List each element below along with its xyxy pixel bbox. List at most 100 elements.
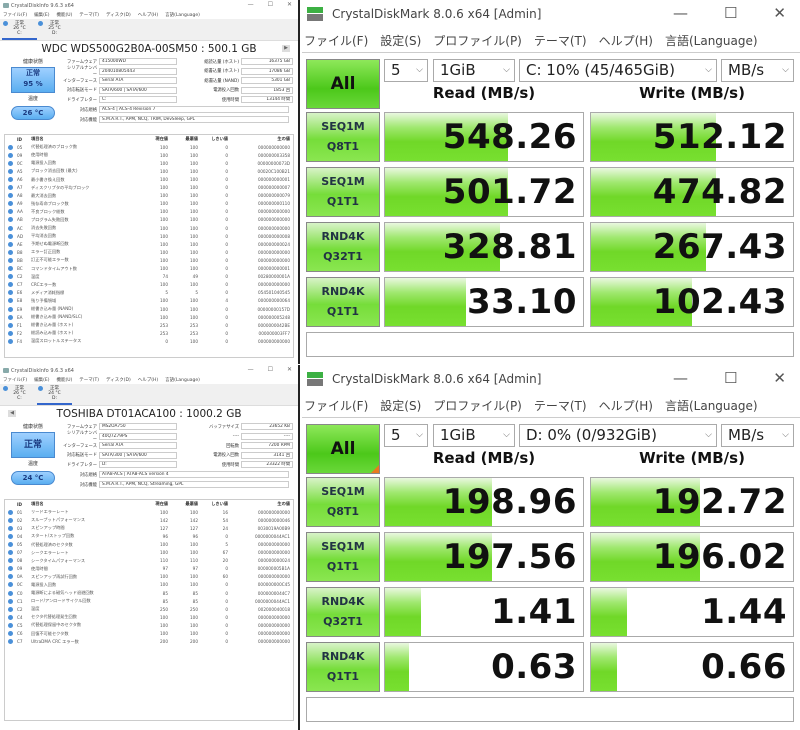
unit-select[interactable]: MB/s ⌵ [721, 424, 794, 447]
table-row[interactable]: 04 スタート/ストップ回数 96 96 0 0000000044AC1 [5, 532, 293, 540]
test-button-rnd4k-q32t1[interactable]: RND4K Q32T1 [306, 222, 380, 272]
close-button[interactable]: ✕ [773, 369, 786, 387]
column-header[interactable]: ID [17, 136, 23, 142]
menu-item[interactable]: テーマ(T) [533, 33, 587, 48]
table-row[interactable]: C0 電源断による磁気ヘッド退避回数 85 85 0 0000000044C7 [5, 589, 293, 597]
menu-item[interactable]: ヘルプ(H) [137, 378, 159, 383]
menu-item[interactable]: テーマ(T) [79, 378, 100, 383]
table-row[interactable]: A5 ブロック消去回数 (最大) 100 100 0 00020C100B21 [5, 167, 293, 175]
table-row[interactable]: C1 ロード/アンロードサイクル回数 85 85 0 0000000044AC1 [5, 597, 293, 605]
table-row[interactable]: 05 代替処理済のセクタ数 100 100 5 000000000000 [5, 540, 293, 548]
menu-item[interactable]: 言語(Language) [664, 33, 758, 48]
table-row[interactable]: C6 回復不可能セクタ数 100 100 0 000000000000 [5, 630, 293, 638]
table-row[interactable]: 08 シークタイムパフォーマンス 110 110 20 000000000024 [5, 557, 293, 565]
table-row[interactable]: 07 シークエラーレート 100 100 67 000000000000 [5, 549, 293, 557]
comment-input[interactable] [306, 332, 794, 357]
test-button-seq1m-q8t1[interactable]: SEQ1M Q8T1 [306, 112, 380, 162]
disk-tab[interactable]: 正常 25 °C D: [37, 19, 72, 40]
test-size-select[interactable]: 1GiB ⌵ [433, 424, 515, 447]
table-row[interactable]: B8 エラー訂正回数 100 100 0 000000000000 [5, 248, 293, 256]
table-row[interactable]: EA 総書き込み量 (NAND/SLC) 100 100 0 000000005248 [5, 313, 293, 321]
minimize-button[interactable]: — [672, 4, 688, 22]
test-button-rnd4k-q1t1[interactable]: RND4K Q1T1 [306, 277, 380, 327]
menu-item[interactable]: 言語(Language) [165, 378, 200, 383]
menu-item[interactable]: ディスク(D) [106, 13, 131, 18]
maximize-button[interactable]: ☐ [267, 366, 273, 373]
prev-disk-button[interactable]: ◀ [8, 410, 16, 417]
table-row[interactable]: A8 最大消去回数 100 100 0 000000000079 [5, 192, 293, 200]
test-button-rnd4k-q1t1[interactable]: RND4K Q1T1 [306, 642, 380, 692]
menu-item[interactable]: 言語(Language) [664, 398, 758, 413]
table-row[interactable]: AD 平均消去回数 100 100 0 000000000008 [5, 232, 293, 240]
test-button-seq1m-q8t1[interactable]: SEQ1M Q8T1 [306, 477, 380, 527]
smart-table[interactable]: ID 項目名 現在値 最悪値 しきい値 生の値 05 代替処理済のブロック数 100 100 0 00… [4, 134, 294, 358]
minimize-button[interactable]: — [247, 366, 254, 373]
column-header[interactable]: しきい値 [211, 136, 228, 142]
menu-item[interactable]: ファイル(F) [3, 13, 28, 18]
menu-item[interactable]: 言語(Language) [165, 13, 200, 18]
next-disk-button[interactable]: ▶ [282, 45, 290, 52]
column-header[interactable]: 生の値 [277, 501, 290, 507]
menu-item[interactable]: テーマ(T) [79, 13, 100, 18]
table-row[interactable]: C2 温度 74 49 0 00280000001A [5, 273, 293, 281]
column-header[interactable]: 生の値 [277, 136, 290, 142]
table-row[interactable]: A9 残存寿命ブロック数 100 100 0 000000000110 [5, 200, 293, 208]
maximize-button[interactable]: ☐ [267, 1, 273, 8]
table-row[interactable]: BB 訂正不可能エラー数 100 100 0 000000000000 [5, 256, 293, 264]
menu-item[interactable]: 編集(E) [34, 378, 50, 383]
table-row[interactable]: 0A スピンアップ再試行回数 100 100 60 000000000000 [5, 573, 293, 581]
table-row[interactable]: C7 CRCエラー数 100 100 0 000000000000 [5, 281, 293, 289]
table-row[interactable]: BC コマンドタイムアウト数 100 100 0 000000000001 [5, 265, 293, 273]
disk-tab[interactable]: 正常 26 °C C: [2, 384, 37, 405]
close-button[interactable]: ✕ [286, 1, 292, 8]
menu-item[interactable]: ファイル(F) [304, 33, 369, 48]
health-status-badge[interactable]: 正常 95 % [11, 67, 55, 93]
table-row[interactable]: 0C 電源投入回数 100 100 0 000000000C45 [5, 581, 293, 589]
menu-item[interactable]: 設定(S) [380, 33, 422, 48]
menu-item[interactable]: 機能(U) [56, 13, 73, 18]
disk-tab[interactable]: 正常 24 °C D: [37, 384, 72, 405]
column-header[interactable]: 最悪値 [185, 501, 198, 507]
table-row[interactable]: E9 総書き込み量 (NAND) 100 100 0 00000000157D [5, 305, 293, 313]
menu-item[interactable]: テーマ(T) [533, 398, 587, 413]
menu-item[interactable]: ヘルプ(H) [598, 33, 653, 48]
minimize-button[interactable]: — [247, 1, 254, 8]
table-row[interactable]: AA 不良ブロック総数 100 100 0 000000000000 [5, 208, 293, 216]
drive-select[interactable]: C: 10% (45/465GiB) ⌵ [519, 59, 717, 82]
table-row[interactable]: AB プログラム失敗回数 100 100 0 000000000000 [5, 216, 293, 224]
table-row[interactable]: 01 リードエラーレート 100 100 16 000000000000 [5, 508, 293, 516]
column-header[interactable]: ID [17, 501, 23, 507]
table-row[interactable]: E8 残り予備領域 100 100 4 000000000064 [5, 297, 293, 305]
menu-item[interactable]: ディスク(D) [106, 378, 131, 383]
smart-table[interactable]: ID 項目名 現在値 最悪値 しきい値 生の値 01 リードエラーレート 100 100 16 000… [4, 499, 294, 721]
table-row[interactable]: 03 スピンアップ時間 127 127 24 0030019A00B9 [5, 524, 293, 532]
table-row[interactable]: AC 消去失敗回数 100 100 0 000000000000 [5, 224, 293, 232]
table-row[interactable]: 02 スループットパフォーマンス 142 142 54 000000000046 [5, 516, 293, 524]
menu-item[interactable]: ファイル(F) [304, 398, 369, 413]
table-row[interactable]: 0C 電源投入回数 100 100 0 00000000073D [5, 159, 293, 167]
table-row[interactable]: C5 代替処理保留中のセクタ数 100 100 0 000000000000 [5, 621, 293, 629]
table-row[interactable]: AE 予期せぬ電源断回数 100 100 0 000000000024 [5, 240, 293, 248]
column-header[interactable]: 項目名 [31, 501, 44, 507]
menu-item[interactable]: ヘルプ(H) [137, 13, 159, 18]
test-count-select[interactable]: 5 ⌵ [384, 424, 428, 447]
table-row[interactable]: 09 使用時間 97 97 0 000000005B1A [5, 565, 293, 573]
table-row[interactable]: F2 総読み込み量 (ホスト) 253 253 0 000000003FF7 [5, 329, 293, 337]
menu-item[interactable]: ヘルプ(H) [598, 398, 653, 413]
unit-select[interactable]: MB/s ⌵ [721, 59, 794, 82]
run-all-button[interactable]: All [306, 424, 380, 474]
menu-item[interactable]: ファイル(F) [3, 378, 28, 383]
table-row[interactable]: F1 総書き込み量 (ホスト) 253 253 0 0000000042BE [5, 321, 293, 329]
table-row[interactable]: C4 セクタ代替処理発生回数 100 100 0 000000000000 [5, 613, 293, 621]
drive-select[interactable]: D: 0% (0/932GiB) ⌵ [519, 424, 717, 447]
menu-item[interactable]: 機能(U) [56, 378, 73, 383]
table-row[interactable]: A7 ディスクリプタの平均ブロック 100 100 0 000000000007 [5, 184, 293, 192]
test-size-select[interactable]: 1GiB ⌵ [433, 59, 515, 82]
test-button-seq1m-q1t1[interactable]: SEQ1M Q1T1 [306, 167, 380, 217]
minimize-button[interactable]: — [672, 369, 688, 387]
maximize-button[interactable]: ☐ [723, 4, 738, 22]
table-row[interactable]: C7 UltraDMA CRC エラー数 200 200 0 000000000000 [5, 638, 293, 646]
menu-item[interactable]: 設定(S) [380, 398, 422, 413]
run-all-button[interactable]: All [306, 59, 380, 109]
column-header[interactable]: 項目名 [31, 136, 44, 142]
